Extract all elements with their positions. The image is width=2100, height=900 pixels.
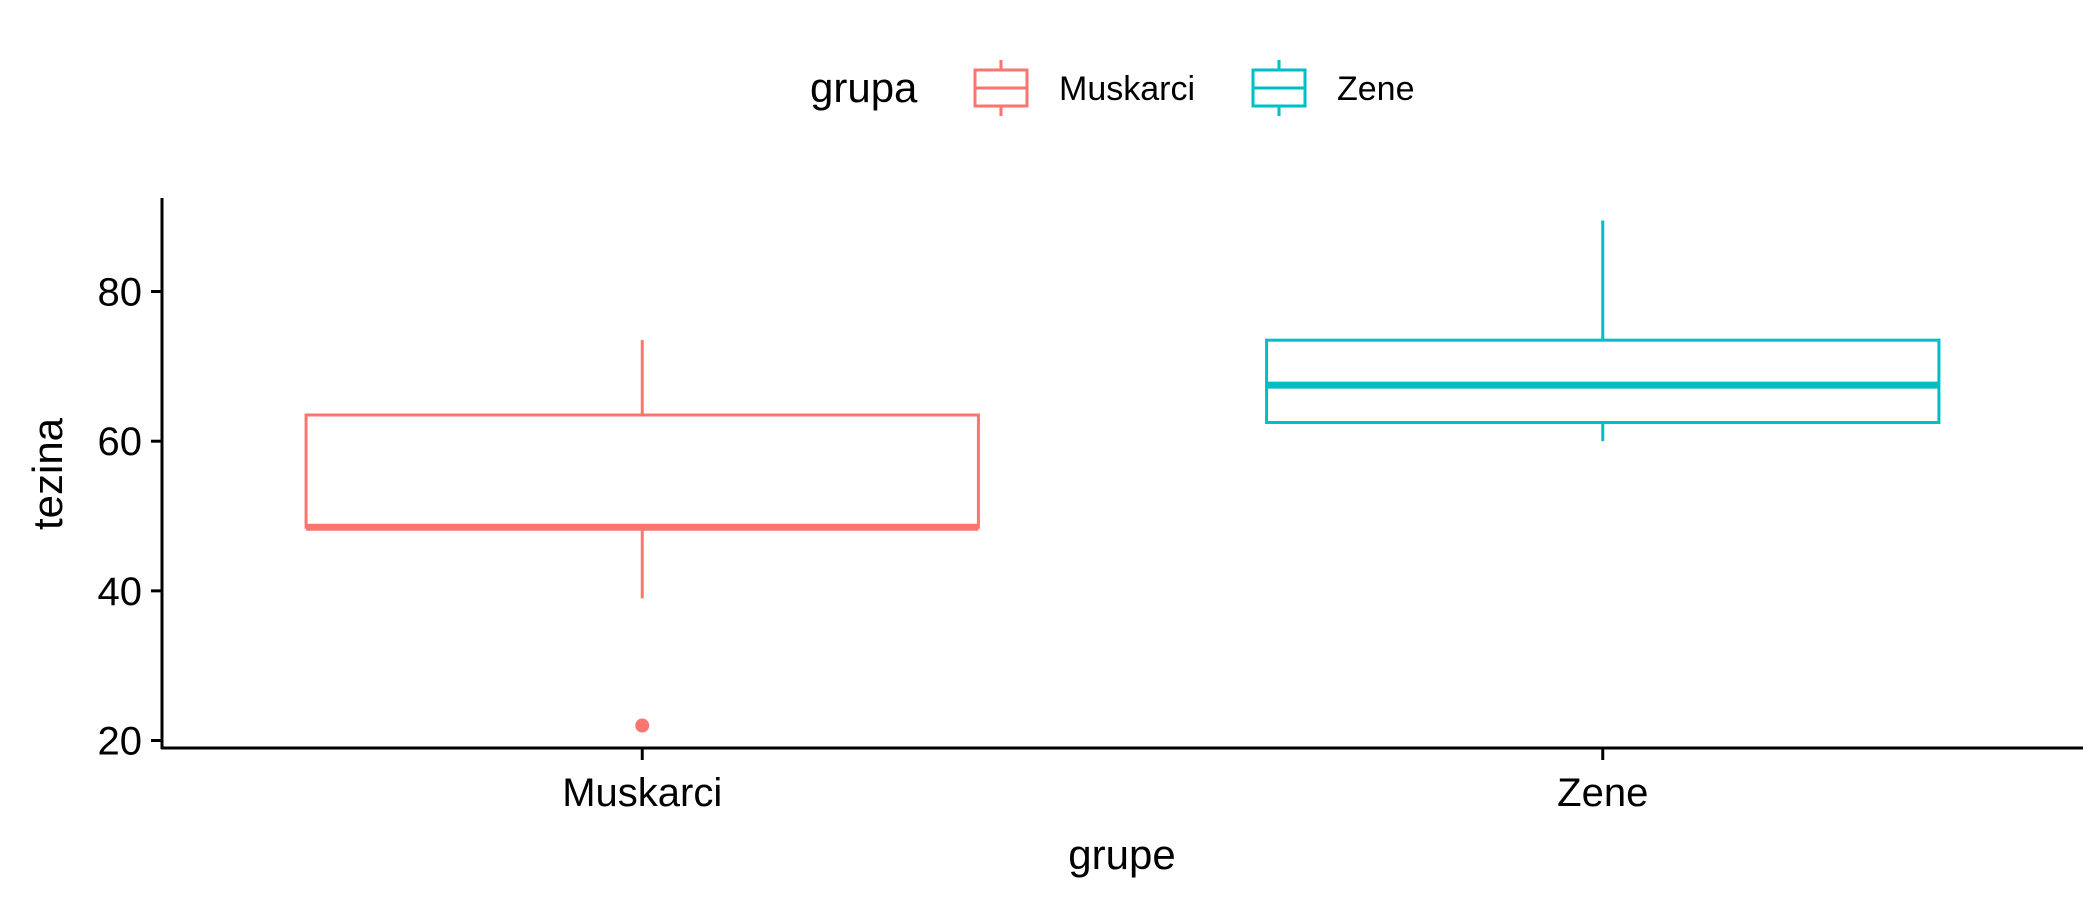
plot-area: [304, 220, 1941, 733]
legend-key: [973, 60, 1029, 116]
x-axis-ticks: Muskarci Zene: [562, 748, 1648, 815]
y-axis-ticks: 20 40 60 80: [98, 271, 162, 764]
y-tick-label: 40: [98, 570, 143, 614]
box-iqr: [1265, 338, 1941, 424]
x-tick-label: Muskarci: [562, 771, 722, 815]
x-axis-title: grupe: [1068, 831, 1175, 878]
y-tick-label: 60: [98, 420, 143, 464]
legend-key: [1251, 60, 1307, 116]
outlier-point: [635, 718, 650, 733]
legend-title: grupa: [810, 64, 918, 111]
legend-label: Zene: [1337, 70, 1415, 108]
box-muskarci: [304, 340, 980, 733]
legend-label: Muskarci: [1059, 70, 1195, 108]
legend-item-zene: Zene: [1251, 60, 1415, 116]
x-tick-label: Zene: [1557, 771, 1648, 815]
y-tick-label: 80: [98, 271, 143, 315]
legend: grupa Muskarci Zene: [810, 60, 1415, 116]
y-axis-title: tezina: [24, 417, 71, 530]
y-tick-label: 20: [98, 720, 143, 764]
box-zene: [1265, 220, 1941, 442]
box-iqr: [304, 413, 980, 529]
legend-item-muskarci: Muskarci: [973, 60, 1195, 116]
legend-entries: Muskarci Zene: [973, 60, 1415, 116]
